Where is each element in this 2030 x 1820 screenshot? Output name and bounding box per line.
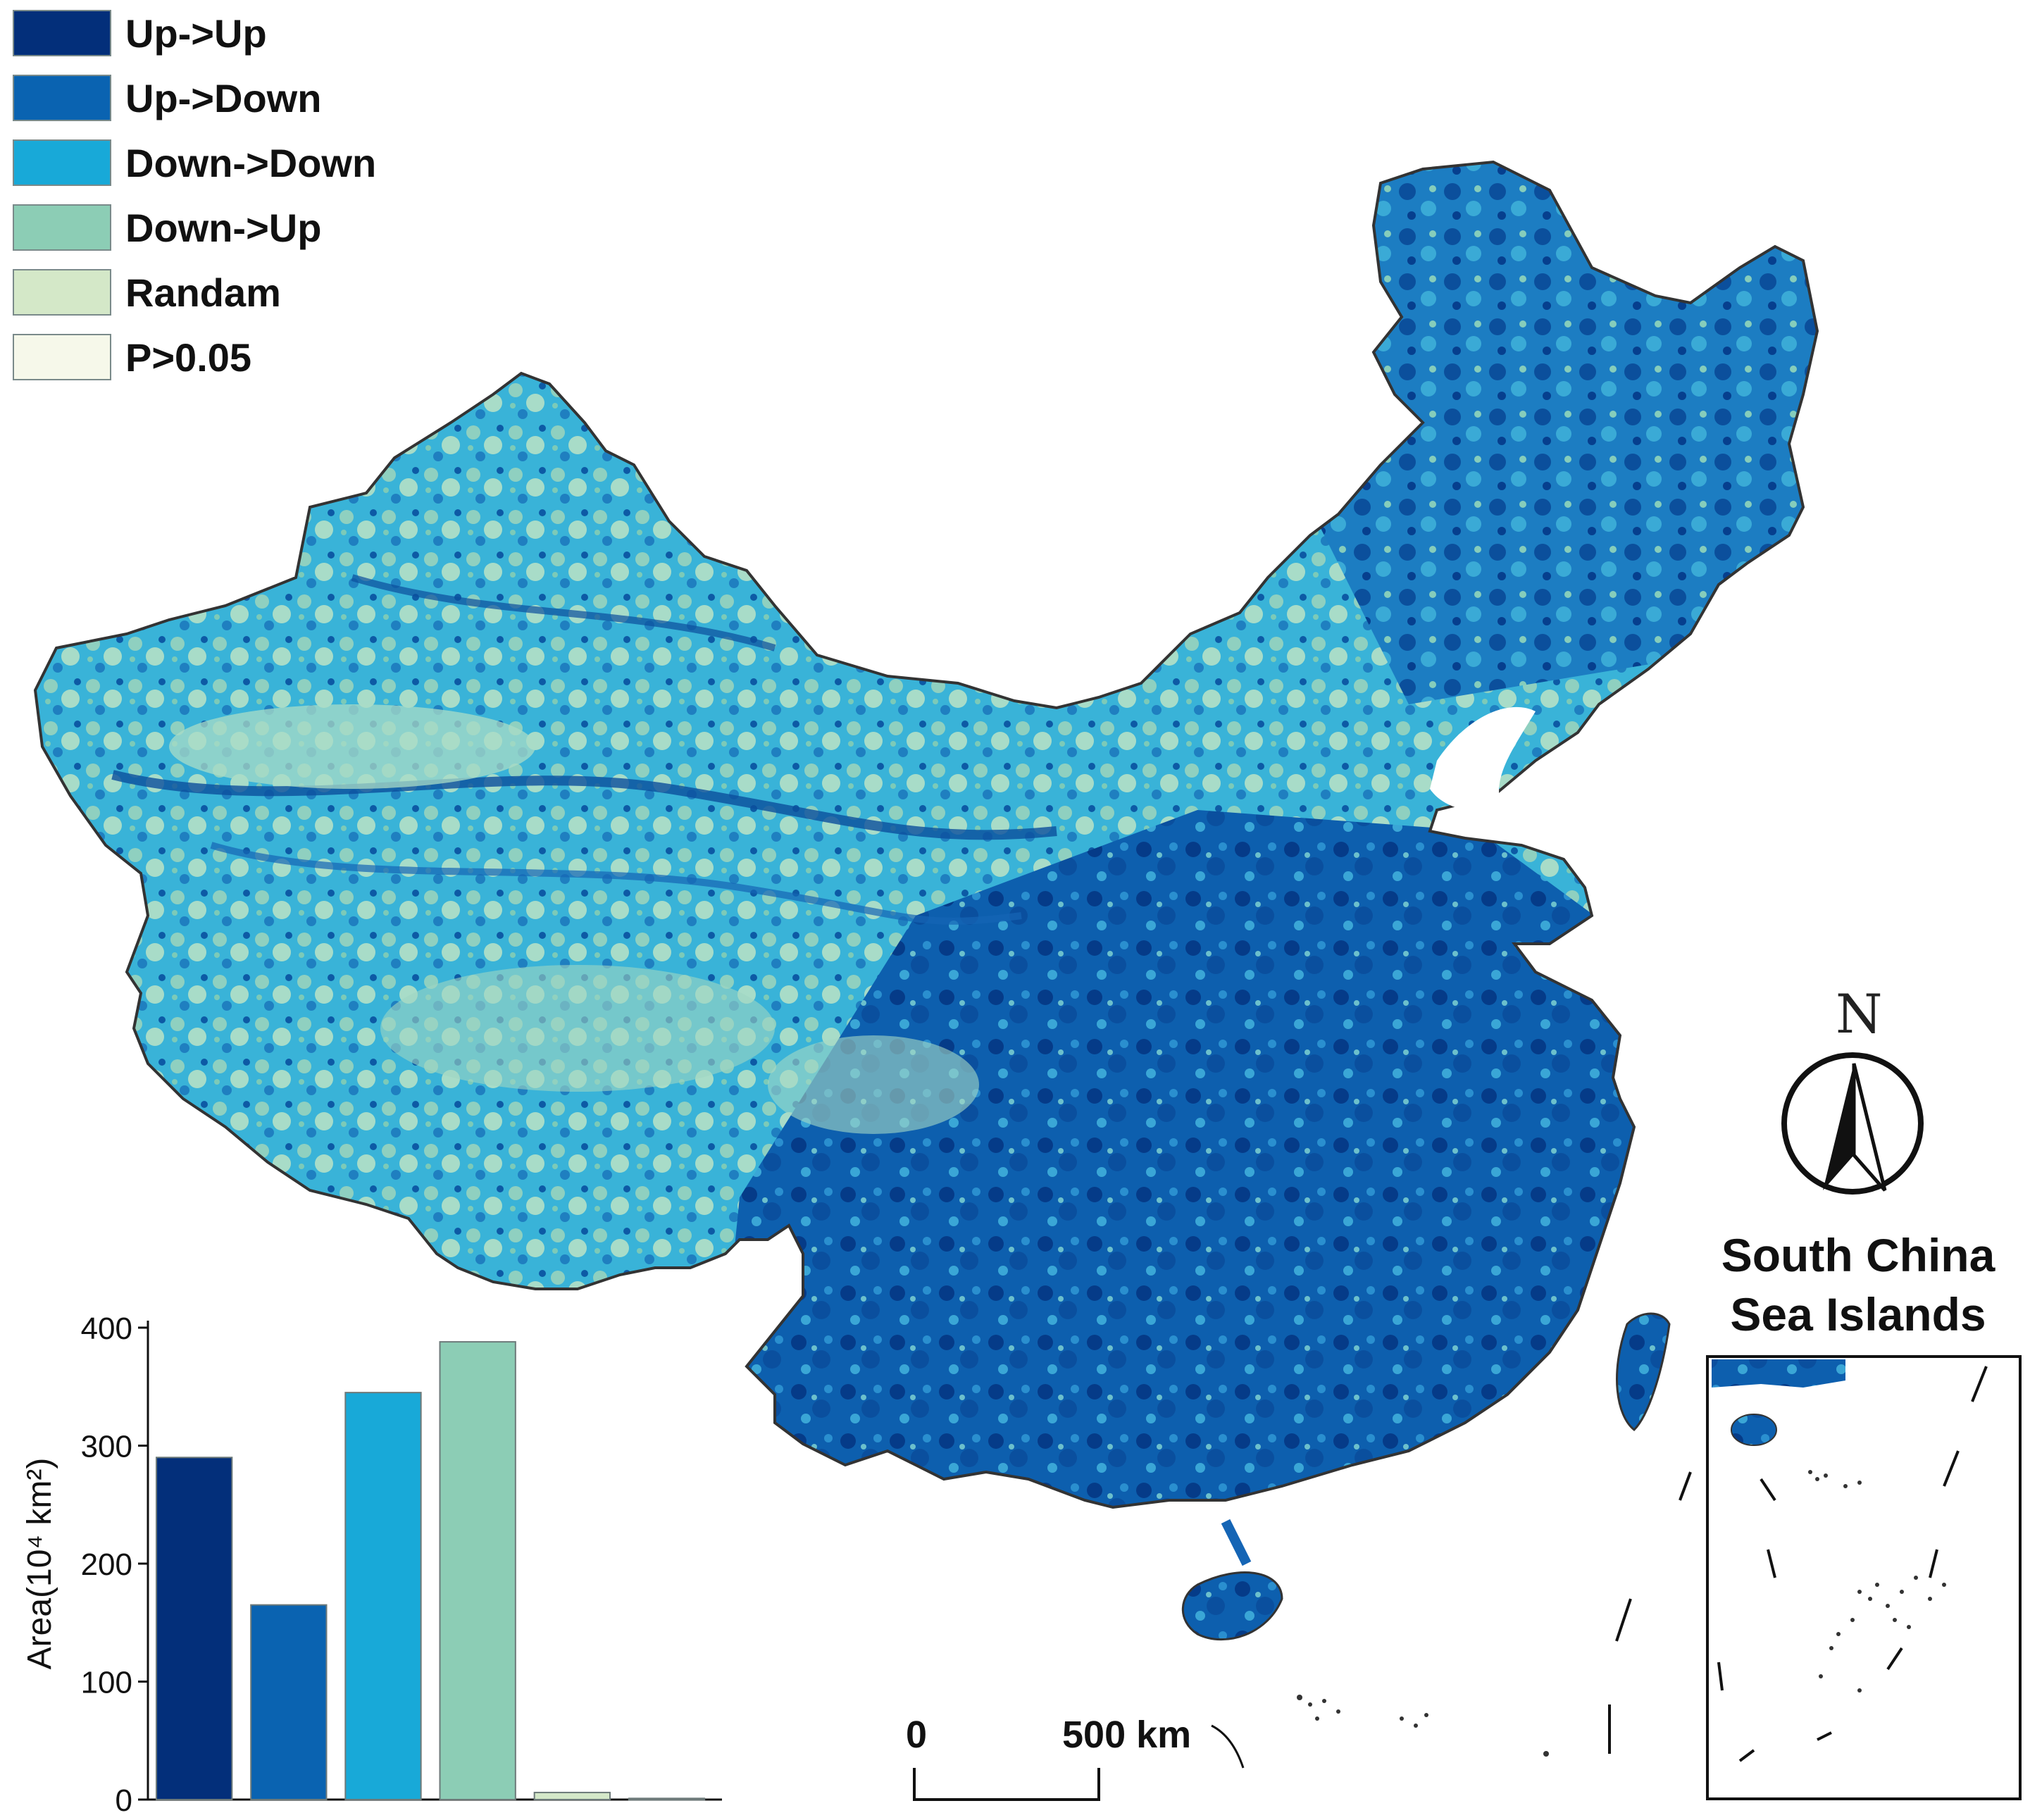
legend-item-randam: Randam	[13, 269, 463, 321]
y-tick-label: 200	[81, 1547, 132, 1582]
scale-start-label: 0	[906, 1714, 928, 1756]
bar	[156, 1457, 233, 1800]
legend-swatch	[13, 204, 111, 251]
y-axis-label: Area(10⁴ km²)	[21, 1458, 58, 1670]
bohai-sea	[1430, 706, 1536, 811]
legend-swatch	[13, 75, 111, 121]
y-tick-label: 400	[81, 1311, 132, 1346]
legend-swatch	[13, 10, 111, 56]
legend-swatch	[13, 269, 111, 316]
bar	[533, 1791, 611, 1800]
legend-item-up-down: Up->Down	[13, 75, 463, 127]
small-islands	[1297, 1695, 1549, 1757]
inset-map	[1706, 1355, 2022, 1800]
legend-item-down-up: Down->Up	[13, 204, 463, 256]
y-tick-label: 300	[81, 1430, 132, 1464]
legend-swatch	[13, 139, 111, 186]
legend-item-p-value: P>0.05	[13, 334, 463, 386]
dash-line	[1608, 1471, 1692, 1754]
bar	[250, 1604, 328, 1800]
legend-label: Down->Down	[125, 141, 377, 185]
scale-leader-line	[1211, 1724, 1245, 1769]
legend-item-down-down: Down->Down	[13, 139, 463, 192]
legend-label: Up->Down	[125, 76, 322, 120]
inset-title: South China Sea Islands	[1721, 1229, 1995, 1340]
bar	[344, 1392, 422, 1800]
legend-label: Randam	[125, 270, 281, 315]
bar	[628, 1797, 706, 1801]
taiwan-island	[1616, 1312, 1671, 1432]
legend-item-up-up: Up->Up	[13, 10, 463, 62]
bar	[439, 1341, 516, 1800]
hainan-island	[1181, 1571, 1283, 1641]
china-boundary	[33, 160, 1819, 1509]
scale-bar-icon	[913, 1768, 1100, 1801]
north-arrow-icon	[1781, 1052, 1924, 1195]
y-tick-label: 0	[116, 1783, 132, 1818]
legend-label: P>0.05	[125, 335, 252, 380]
legend-swatch	[13, 334, 111, 380]
y-tick-label: 100	[81, 1666, 132, 1700]
legend-label: Down->Up	[125, 206, 322, 250]
area-bar-chart: 0 100 200 300 400 Area(10⁴ km²)	[21, 1311, 722, 1818]
north-label: N	[1836, 983, 1883, 1045]
scale-end-label: 500 km	[1062, 1714, 1192, 1756]
legend-label: Up->Up	[125, 11, 267, 56]
leizhou-peninsula	[1221, 1519, 1252, 1566]
